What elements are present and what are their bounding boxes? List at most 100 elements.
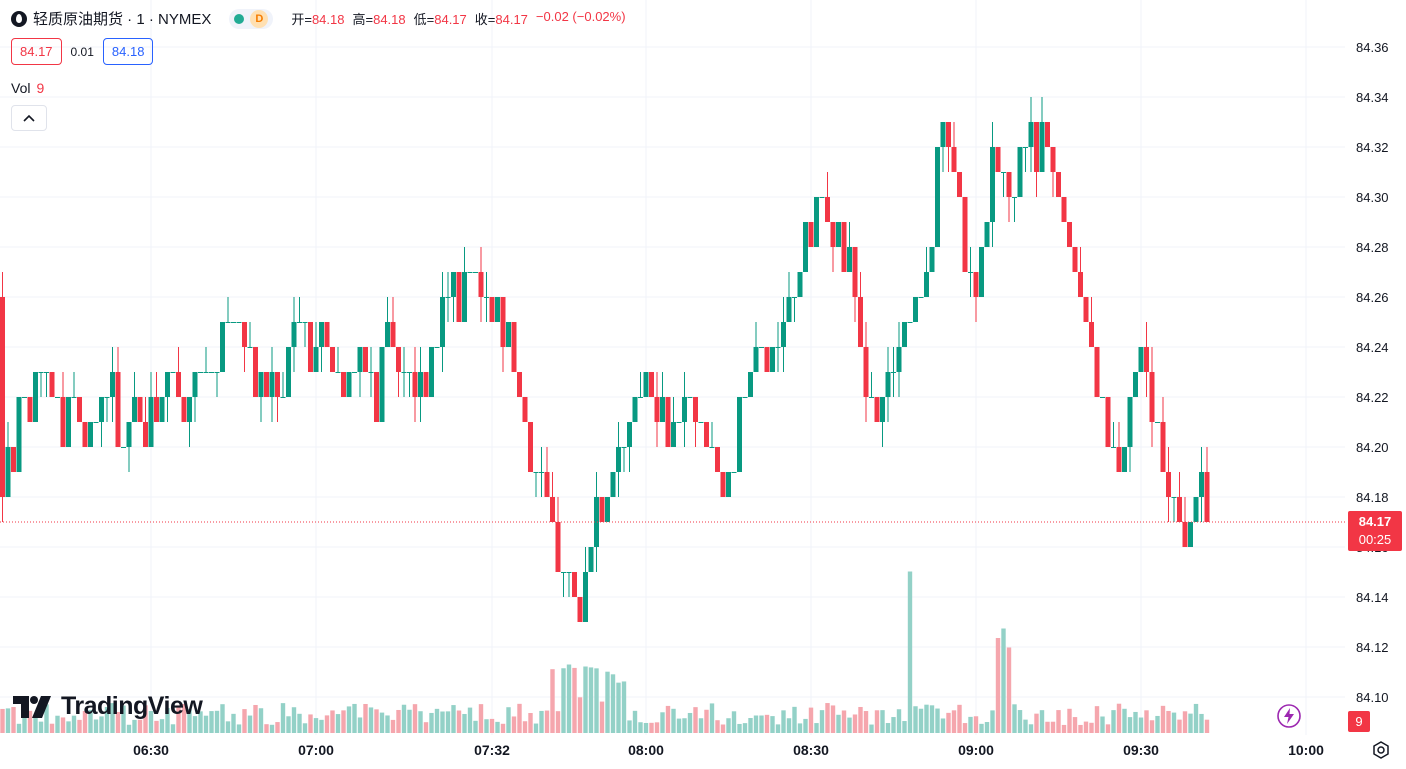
candle-body xyxy=(170,372,176,373)
volume-bar xyxy=(385,715,390,733)
volume-bar xyxy=(885,723,891,733)
candle-body xyxy=(236,322,242,323)
candle-body xyxy=(225,322,231,323)
candle-body xyxy=(247,347,253,348)
time-tick-label: 06:30 xyxy=(133,742,169,758)
volume-bar xyxy=(737,723,742,733)
volume-bar xyxy=(748,718,753,733)
tradingview-logo[interactable]: TradingView xyxy=(13,692,203,721)
candle-body xyxy=(484,297,489,298)
volume-bar xyxy=(88,709,93,733)
volume-bar xyxy=(401,704,407,733)
candle-body xyxy=(990,147,995,222)
candle-body xyxy=(192,372,198,397)
volume-bar xyxy=(671,708,676,733)
candle-body xyxy=(462,272,467,322)
ohlc-high: 高=84.18 xyxy=(352,12,406,27)
candle-body xyxy=(495,297,500,322)
candle-body xyxy=(1149,372,1155,422)
volume-bar xyxy=(467,707,473,733)
volume-bar xyxy=(1012,704,1017,733)
volume-bar xyxy=(577,697,583,733)
price-tick-label: 84.36 xyxy=(1356,40,1389,55)
volume-bar xyxy=(1182,711,1188,733)
candle-body xyxy=(379,347,385,422)
candle-body xyxy=(984,222,990,247)
volume-bar xyxy=(660,712,665,733)
candle-body xyxy=(665,397,671,447)
oil-drop-icon xyxy=(11,10,27,27)
flash-icon[interactable] xyxy=(1276,703,1302,729)
candle-body xyxy=(533,472,539,473)
volume-bar xyxy=(814,723,819,733)
candle-body xyxy=(517,372,522,397)
candle-body xyxy=(555,522,561,572)
delayed-data-badge[interactable]: D xyxy=(250,9,269,28)
candle-body xyxy=(467,272,473,273)
candle-body xyxy=(995,147,1001,172)
candle-body xyxy=(1061,197,1067,222)
candle-body xyxy=(594,497,599,547)
volume-bar xyxy=(830,705,836,733)
volume-bar xyxy=(1111,710,1116,733)
volume-bar xyxy=(726,718,731,733)
volume-bar xyxy=(407,709,412,733)
volume-bar xyxy=(792,706,797,733)
volume-bar xyxy=(121,705,126,733)
volume-bar xyxy=(891,717,896,733)
sell-button[interactable]: 84.17 xyxy=(11,38,62,65)
candle-body xyxy=(1160,422,1166,472)
candle-body xyxy=(165,372,170,397)
candle-body xyxy=(693,397,698,422)
volume-bar xyxy=(913,706,918,733)
volume-bar xyxy=(330,710,335,733)
volume-bar xyxy=(583,666,588,733)
price-axis[interactable]: 84.36 84.34 84.32 84.30 84.28 84.26 84.24 84.22… xyxy=(1356,40,1389,705)
candle-body xyxy=(682,397,687,422)
candle-body xyxy=(929,247,935,272)
candle-body xyxy=(258,372,264,397)
candle-body xyxy=(38,372,44,373)
volume-bar xyxy=(478,704,484,733)
market-status-pill[interactable]: D xyxy=(229,8,274,29)
candle-body xyxy=(368,372,374,373)
candle-body xyxy=(1155,422,1160,423)
collapse-legend-button[interactable] xyxy=(11,105,47,131)
volume-bar xyxy=(71,715,77,733)
volume-bar xyxy=(82,711,88,733)
volume-legend[interactable]: Vol 9 xyxy=(11,80,44,96)
candle-body xyxy=(731,472,737,473)
candle-body xyxy=(154,397,159,422)
settings-icon[interactable] xyxy=(1371,740,1391,760)
volume-bar xyxy=(159,719,165,733)
candle-body xyxy=(363,347,368,372)
price-tick-label: 84.32 xyxy=(1356,140,1389,155)
candle-body xyxy=(1166,472,1171,497)
volume-bar xyxy=(555,711,561,733)
volume-bar xyxy=(874,710,880,733)
volume-bar xyxy=(1028,724,1034,733)
buy-button[interactable]: 84.18 xyxy=(102,38,154,65)
price-tick-label: 84.14 xyxy=(1356,590,1389,605)
volume-bar xyxy=(396,709,401,733)
symbol-title[interactable]: 轻质原油期货 · 1 · NYMEX xyxy=(33,11,212,28)
volume-bar xyxy=(55,715,60,733)
candle-body xyxy=(308,322,313,372)
volume-bar xyxy=(715,720,720,733)
volume-bar xyxy=(951,710,957,733)
volume-bar xyxy=(187,708,192,733)
volume-bars xyxy=(0,571,1210,733)
volume-bar xyxy=(775,724,781,733)
volume-bar xyxy=(473,720,478,733)
candle-body xyxy=(1001,172,1006,173)
candle-body xyxy=(11,447,16,472)
time-axis[interactable]: :0006:3007:0007:3208:0008:3009:0009:3010… xyxy=(0,742,1324,758)
candle-body xyxy=(770,347,775,372)
volume-bar xyxy=(192,716,198,733)
candle-body xyxy=(44,372,49,373)
candle-body xyxy=(1182,522,1188,547)
candle-body xyxy=(423,372,429,397)
volume-bar xyxy=(1138,717,1144,733)
candle-body xyxy=(1204,472,1210,522)
